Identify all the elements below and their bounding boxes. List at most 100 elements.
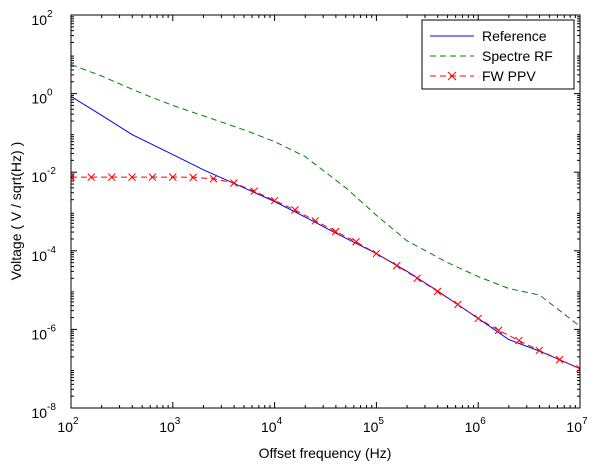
series-line-spectre-rf xyxy=(71,64,580,327)
data-point-fw-ppv xyxy=(413,274,421,283)
data-point-fw-ppv xyxy=(168,173,177,181)
y-tick-exponent: -2 xyxy=(47,166,56,177)
legend-marker-fw-ppv xyxy=(447,71,457,81)
x-tick-label: 102 xyxy=(57,416,79,435)
x-tick-exponent: 4 xyxy=(277,416,283,427)
x-axis-label: Offset frequency (Hz) xyxy=(259,445,392,461)
x-tick-base: 10 xyxy=(57,419,73,435)
data-point-fw-ppv xyxy=(311,216,320,225)
legend-label-spectre-rf: Spectre RF xyxy=(482,48,553,64)
marker-stroke xyxy=(71,176,75,181)
x-tick-base: 10 xyxy=(159,419,175,435)
marker-stroke xyxy=(148,173,157,181)
data-point-fw-ppv xyxy=(535,346,544,355)
y-tick-exponent: 0 xyxy=(47,88,53,99)
x-tick-exponent: 5 xyxy=(378,416,384,427)
marker-stroke xyxy=(71,173,75,178)
data-point-fw-ppv xyxy=(576,364,580,373)
marker-stroke xyxy=(413,274,421,283)
x-tick-exponent: 7 xyxy=(582,416,588,427)
marker-stroke xyxy=(352,237,360,246)
y-tick-base: 10 xyxy=(31,12,47,28)
marker-stroke xyxy=(311,216,320,225)
legend-label-fw-ppv: FW PPV xyxy=(482,68,536,84)
data-point-fw-ppv xyxy=(209,174,218,183)
y-tick-exponent: -6 xyxy=(47,323,56,334)
legend-label-reference: Reference xyxy=(482,28,547,44)
data-point-fw-ppv xyxy=(250,187,259,195)
data-point-fw-ppv xyxy=(128,173,136,181)
series-line-fw-ppv xyxy=(71,176,580,370)
data-point-fw-ppv xyxy=(392,261,401,270)
y-tick-exponent: 2 xyxy=(47,9,53,20)
marker-stroke xyxy=(189,173,198,182)
marker-stroke xyxy=(291,206,299,214)
y-tick-exponent: -4 xyxy=(47,245,56,256)
marker-stroke xyxy=(494,326,503,335)
marker-stroke xyxy=(107,173,116,181)
data-point-fw-ppv xyxy=(270,196,279,205)
marker-stroke xyxy=(209,174,218,183)
x-tick-label: 107 xyxy=(566,416,588,435)
y-tick-label: 10 xyxy=(31,405,47,421)
marker-stroke xyxy=(168,173,177,181)
x-tick-exponent: 2 xyxy=(73,416,79,427)
data-point-fw-ppv xyxy=(87,173,96,181)
y-tick-base: 10 xyxy=(31,326,47,342)
series-layer xyxy=(71,64,580,373)
data-point-fw-ppv xyxy=(453,300,462,309)
marker-stroke xyxy=(433,287,442,296)
data-point-fw-ppv xyxy=(555,355,564,364)
y-axis-label: Voltage ( V / sqrt(Hz) ) xyxy=(8,142,24,280)
marker-stroke xyxy=(87,173,96,181)
y-tick-exponent: -8 xyxy=(47,402,56,413)
series-line-reference xyxy=(71,95,580,370)
y-tick-label: 10 xyxy=(31,326,47,342)
data-point-fw-ppv xyxy=(433,287,442,296)
marker-stroke xyxy=(331,227,340,236)
marker-stroke xyxy=(453,300,462,309)
marker-stroke xyxy=(576,364,580,370)
legend: Reference Spectre RF FW PPV xyxy=(421,19,575,90)
data-point-fw-ppv xyxy=(474,314,483,323)
marker-stroke xyxy=(515,336,523,345)
marker-stroke xyxy=(372,249,381,258)
marker-stroke xyxy=(576,367,580,373)
data-point-fw-ppv xyxy=(148,173,157,181)
x-tick-exponent: 6 xyxy=(480,416,486,427)
marker-stroke xyxy=(270,196,279,205)
x-tick-label: 104 xyxy=(261,416,283,435)
data-point-fw-ppv xyxy=(71,173,75,181)
data-point-fw-ppv xyxy=(372,249,381,258)
marker-stroke xyxy=(535,346,544,355)
marker-stroke xyxy=(474,314,483,323)
data-point-fw-ppv xyxy=(352,237,360,246)
x-tick-label: 103 xyxy=(159,416,181,435)
y-tick-label: 10 xyxy=(31,12,47,28)
data-point-fw-ppv xyxy=(331,227,340,236)
data-point-fw-ppv xyxy=(107,173,116,181)
x-tick-base: 10 xyxy=(566,419,582,435)
x-tick-base: 10 xyxy=(363,419,379,435)
x-tick-labels: 102 103 104 105 106 107 xyxy=(57,416,588,435)
x-tick-label: 106 xyxy=(465,416,487,435)
y-tick-label: 10 xyxy=(31,91,47,107)
legend-box xyxy=(421,19,575,90)
data-point-fw-ppv xyxy=(494,326,503,335)
x-tick-label: 105 xyxy=(363,416,385,435)
data-point-fw-ppv xyxy=(189,173,198,182)
data-point-fw-ppv xyxy=(230,179,238,187)
y-tick-base: 10 xyxy=(31,405,47,421)
data-point-fw-ppv xyxy=(515,336,523,345)
x-tick-base: 10 xyxy=(465,419,481,435)
marker-stroke xyxy=(250,187,259,195)
marker-stroke xyxy=(230,179,238,187)
marker-stroke xyxy=(392,261,401,270)
x-tick-base: 10 xyxy=(261,419,277,435)
y-tick-base: 10 xyxy=(31,91,47,107)
marker-stroke xyxy=(128,173,136,181)
data-point-fw-ppv xyxy=(291,206,299,214)
y-tick-label: 10 xyxy=(31,248,47,264)
